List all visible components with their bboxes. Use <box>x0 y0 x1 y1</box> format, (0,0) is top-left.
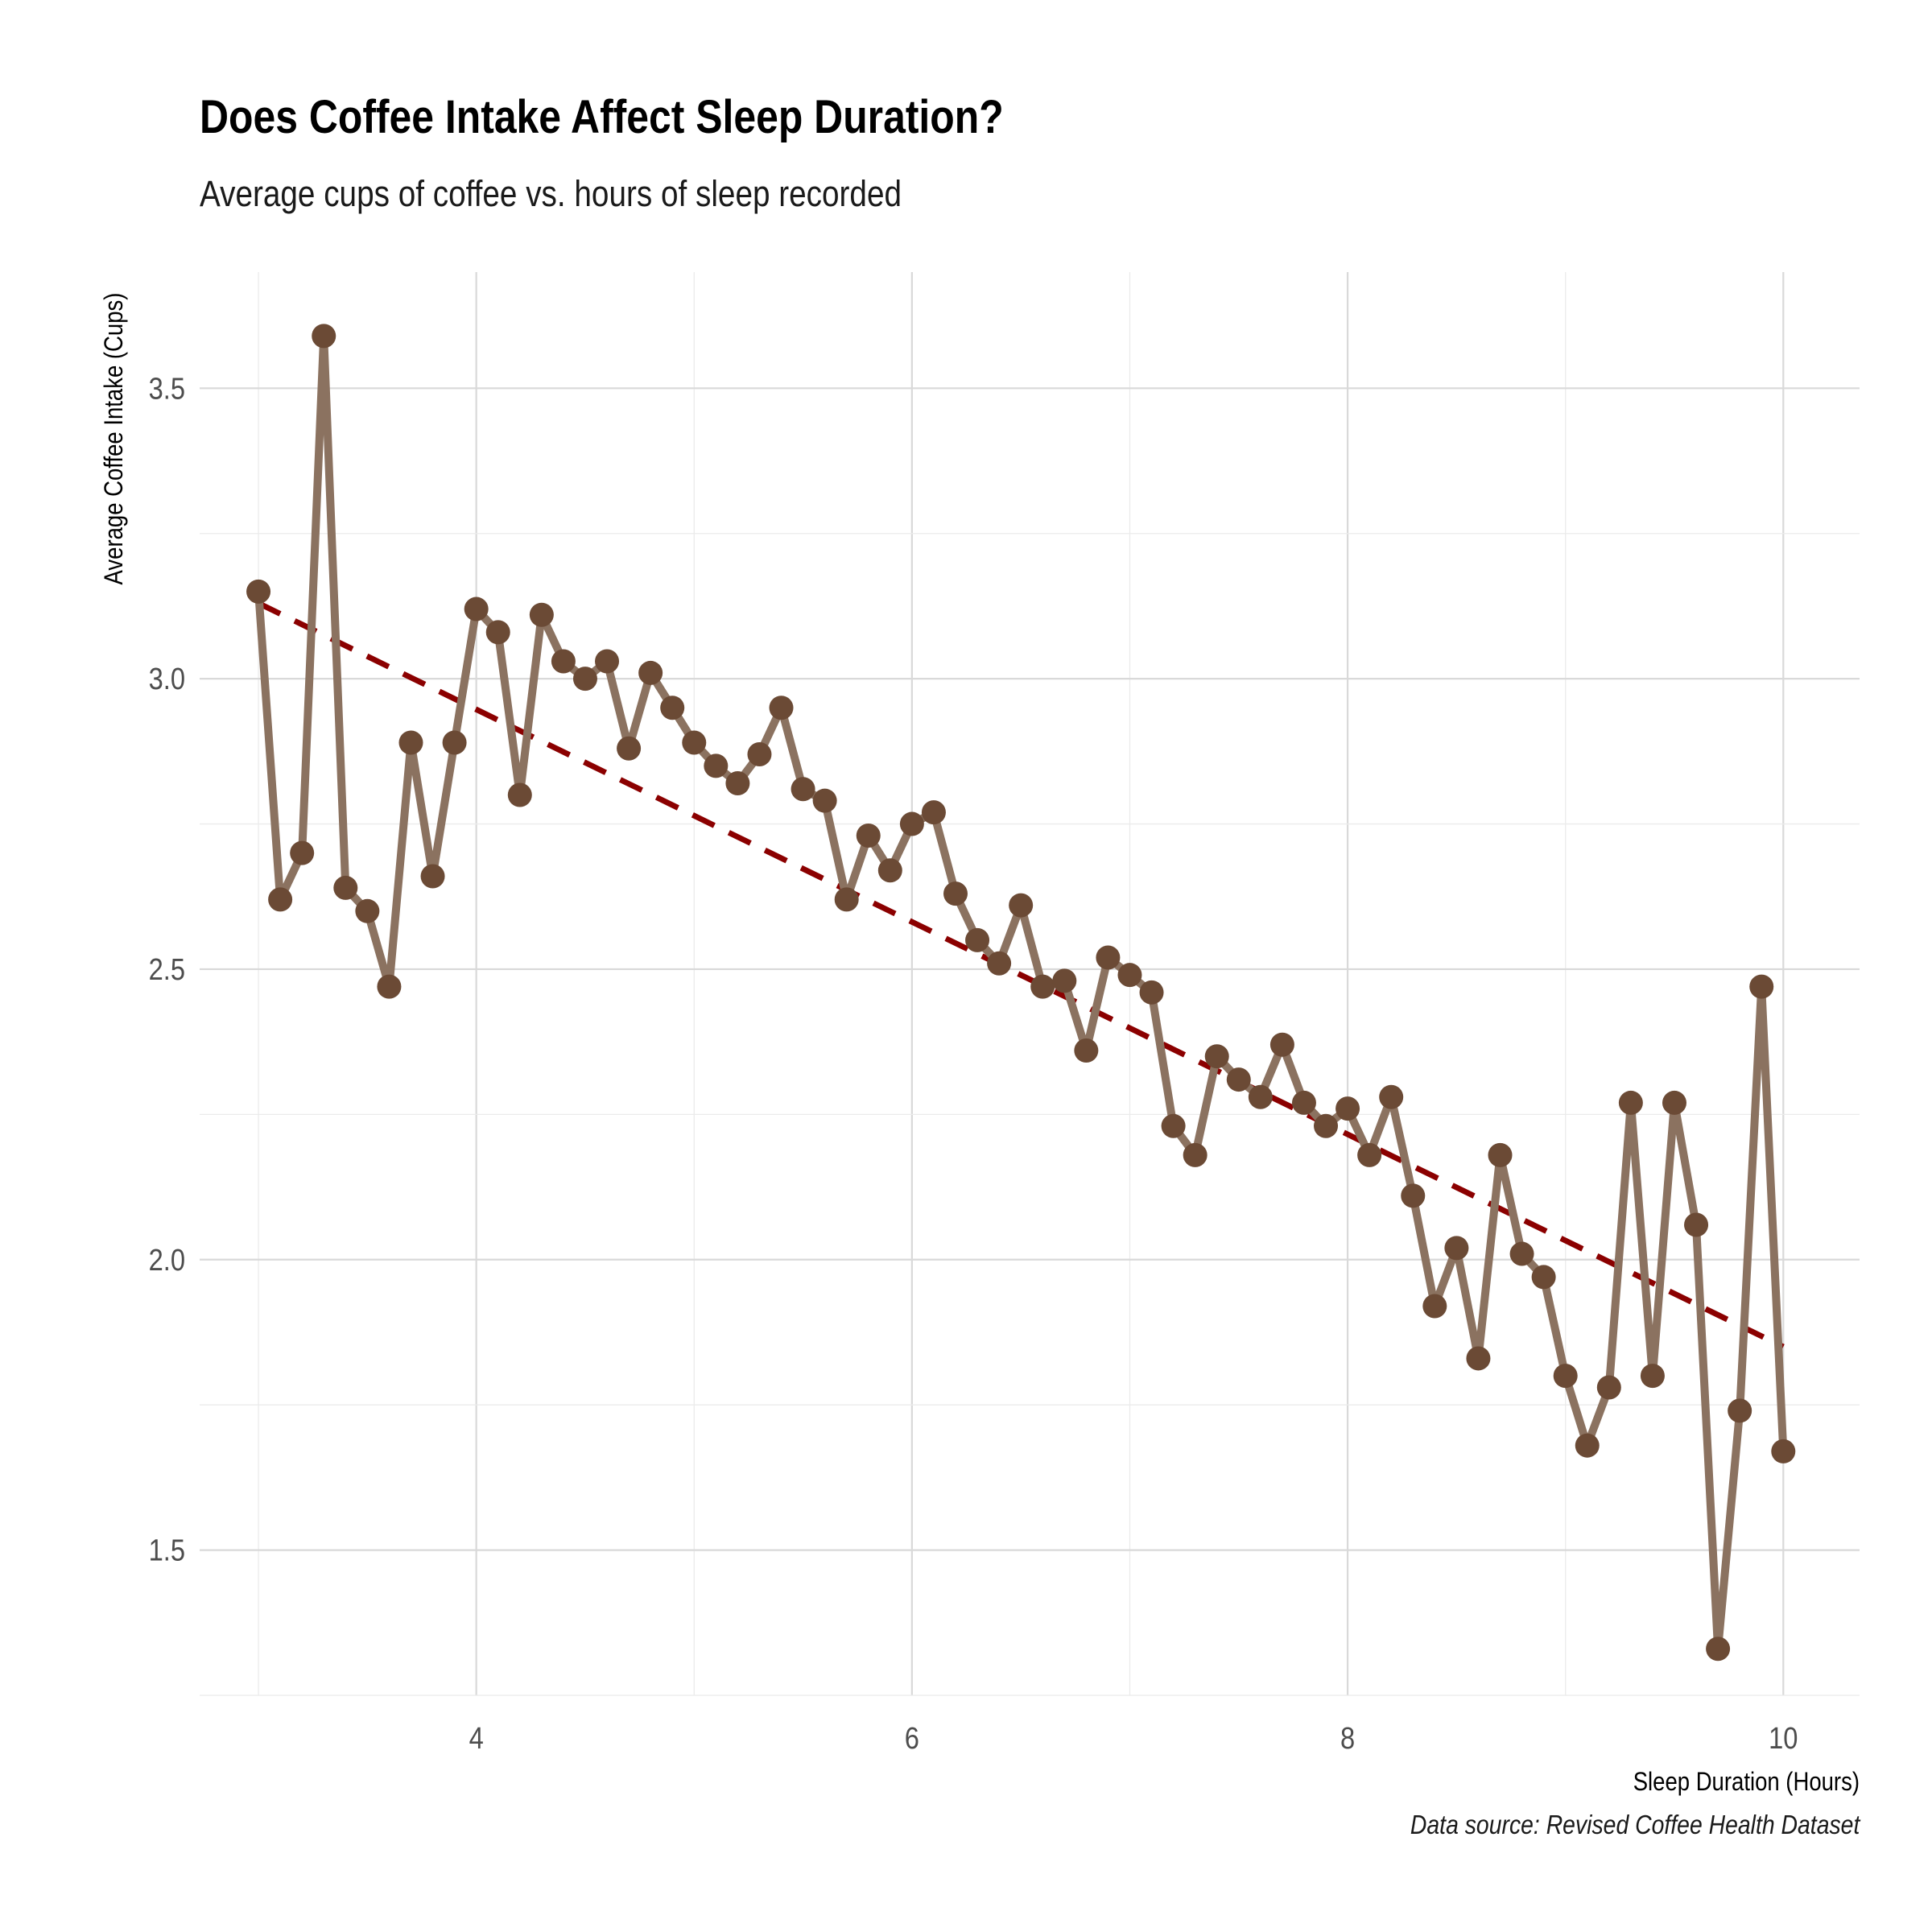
chart-caption: Data source: Revised Coffee Health Datas… <box>1410 1810 1860 1839</box>
data-point <box>1030 974 1055 999</box>
data-point <box>1684 1212 1709 1237</box>
data-point <box>1379 1084 1404 1109</box>
data-point <box>1096 945 1121 970</box>
data-point <box>1183 1142 1208 1167</box>
data-point <box>1509 1241 1534 1266</box>
data-point <box>1335 1096 1360 1121</box>
y-tick-label: 2.5 <box>149 952 185 987</box>
data-point <box>1749 974 1774 999</box>
data-point <box>877 858 902 883</box>
data-point <box>572 667 597 691</box>
data-point <box>791 777 815 802</box>
data-point <box>312 324 336 349</box>
y-axis-title: Average Coffee Intake (Cups) <box>100 293 128 585</box>
data-point <box>725 771 750 796</box>
data-point <box>943 881 968 906</box>
data-point <box>1401 1183 1426 1208</box>
data-point <box>377 974 402 999</box>
data-point <box>1662 1090 1686 1115</box>
data-point <box>398 730 423 755</box>
series-line <box>254 332 1788 1653</box>
chart-title: Does Coffee Intake Affect Sleep Duration… <box>200 91 1004 143</box>
data-point <box>987 951 1012 976</box>
data-point <box>1444 1236 1469 1261</box>
data-point <box>1640 1364 1665 1389</box>
data-point <box>268 887 293 912</box>
data-point <box>1314 1113 1339 1138</box>
data-point <box>464 597 489 621</box>
data-point <box>1248 1084 1273 1109</box>
data-point <box>1357 1142 1382 1167</box>
data-point <box>1488 1142 1513 1167</box>
data-point <box>333 875 358 900</box>
x-tick-label: 6 <box>905 1721 919 1756</box>
x-tick-label: 10 <box>1769 1721 1798 1756</box>
data-point <box>551 649 576 674</box>
x-axis-title: Sleep Duration (Hours) <box>1633 1768 1860 1796</box>
data-point <box>1052 968 1077 993</box>
data-point <box>1771 1439 1796 1463</box>
chart-subtitle: Average cups of coffee vs. hours of slee… <box>200 173 902 214</box>
data-point <box>1269 1032 1294 1057</box>
y-tick-label: 1.5 <box>149 1533 185 1567</box>
data-point <box>1553 1364 1578 1389</box>
data-point <box>595 649 620 674</box>
data-point <box>1531 1265 1556 1290</box>
trend-line <box>257 601 1785 1350</box>
data-point <box>638 660 663 685</box>
data-point <box>1291 1090 1316 1115</box>
series-line-layer <box>254 332 1788 1653</box>
data-point <box>704 753 729 778</box>
data-point <box>899 811 924 836</box>
y-tick-label: 3.0 <box>149 662 185 696</box>
data-point <box>769 696 794 720</box>
data-point <box>420 864 445 889</box>
data-point <box>1139 980 1164 1005</box>
data-point <box>1074 1038 1099 1063</box>
data-point <box>442 730 467 755</box>
data-point <box>1728 1398 1752 1423</box>
data-point <box>1706 1637 1731 1662</box>
data-point <box>1466 1346 1491 1371</box>
data-point <box>747 741 772 766</box>
data-points-layer <box>246 324 1796 1662</box>
data-point <box>507 782 532 807</box>
trend-line-layer <box>257 601 1785 1350</box>
data-point <box>856 823 881 848</box>
data-point <box>485 620 510 645</box>
y-tick-label: 3.5 <box>149 371 185 406</box>
data-point <box>834 887 859 912</box>
data-point <box>617 736 642 761</box>
y-tick-label: 2.0 <box>149 1242 185 1277</box>
data-point <box>1204 1044 1229 1069</box>
data-point <box>1618 1090 1643 1115</box>
data-point <box>965 927 990 952</box>
data-point <box>812 788 837 813</box>
data-point <box>1009 893 1034 918</box>
data-point <box>290 840 315 865</box>
data-point <box>1117 963 1142 988</box>
data-point <box>1226 1067 1251 1092</box>
data-point <box>1161 1113 1186 1138</box>
data-point <box>921 800 946 825</box>
x-tick-label: 4 <box>469 1721 484 1756</box>
grid-lines <box>200 272 1860 1696</box>
data-point <box>529 602 554 627</box>
data-point <box>660 696 685 720</box>
data-point <box>1596 1375 1621 1400</box>
data-point <box>1422 1294 1447 1319</box>
data-point <box>246 579 271 604</box>
data-point <box>1575 1433 1600 1458</box>
x-tick-label: 8 <box>1340 1721 1355 1756</box>
data-point <box>682 730 707 755</box>
axis-tick-labels: 4 6 8 10 1.5 2.0 2.5 3.0 3.5 <box>149 371 1798 1756</box>
data-point <box>355 898 380 923</box>
